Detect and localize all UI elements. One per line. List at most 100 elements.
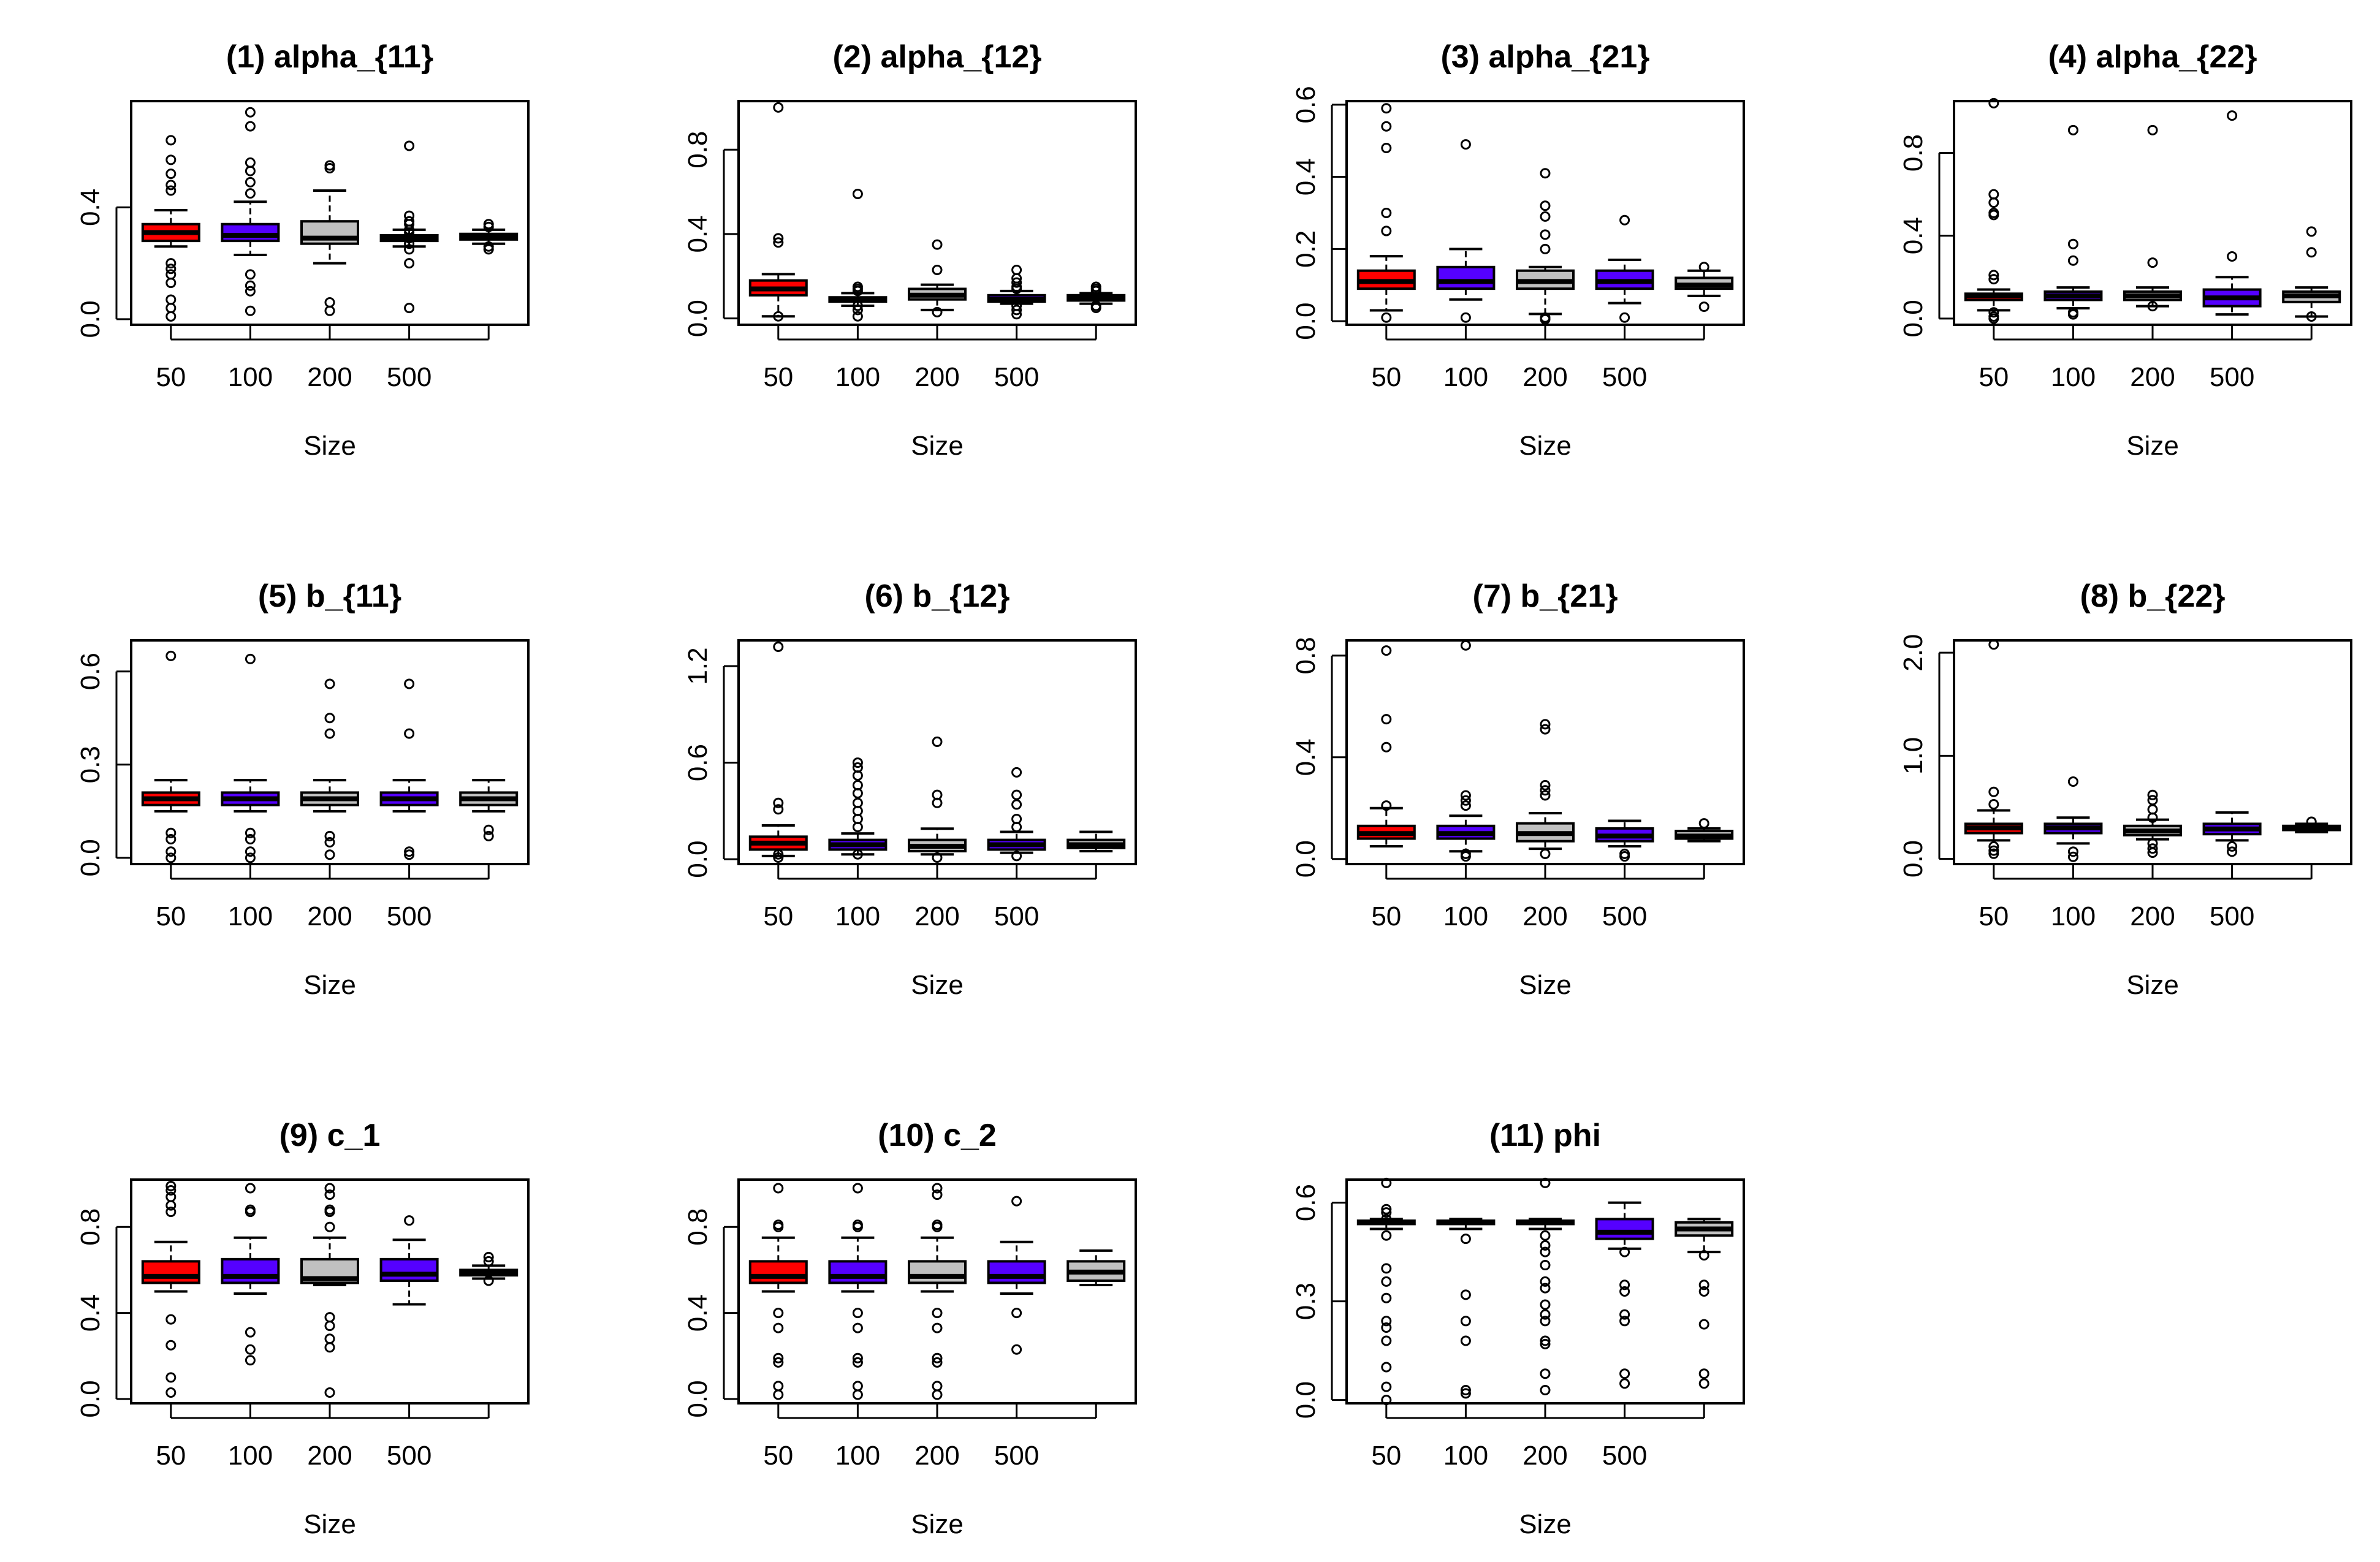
- panel-6-box-1-outlier-4: [773, 852, 784, 863]
- panel-5-box-2-outlier-1: [245, 827, 256, 838]
- panel-1-xticklabel-0: 50: [156, 362, 186, 392]
- panel-9-box-5-outlier-0: [483, 1251, 494, 1262]
- panel-1-box-1-outlier-9: [165, 294, 177, 305]
- panel-1-box-1-outlier-2: [165, 169, 177, 180]
- panel-1-xticklabel-1: 100: [228, 362, 273, 392]
- panel-5: (5) b_{11} 0.0 0.3 0.6 50 100 200 500 Size: [75, 578, 530, 1000]
- panel-3-xticklabel-3: 500: [1602, 362, 1647, 392]
- panel-3-box-4-outlier-0: [1619, 214, 1630, 226]
- panel-6-xlabel: Size: [911, 970, 964, 1000]
- panel-11-box-3-outlier-5: [1540, 1276, 1551, 1287]
- panel-9-box-3-outlier-9: [324, 1387, 335, 1398]
- panel-2-yticklabel-2: 0.8: [683, 131, 713, 169]
- panel-9-box-1-outlier-7: [165, 1372, 177, 1383]
- panel-6-frame: [737, 639, 1137, 865]
- panel-5-box-1-outlier-3: [165, 846, 177, 857]
- panel-4-box-2-outlier-1: [2067, 238, 2078, 249]
- panel-2-box-1-outlier-3: [773, 311, 784, 322]
- panel-11-yticklabel-2: 0.6: [1291, 1184, 1321, 1221]
- panel-2: (2) alpha_{12} 0.0 0.4 0.8 50 100 200 500 Size: [683, 39, 1137, 461]
- panel-4-xlabel: Size: [2126, 431, 2179, 461]
- panel-6: (6) b_{12} 0.0 0.6 1.2 50 100 200 500 Size: [683, 578, 1137, 1000]
- panel-11: (11) phi 0.0 0.3 0.6 50 100 200 500 Size: [1291, 1118, 1745, 1539]
- panel-7-box-3-outlier-5: [1540, 848, 1551, 859]
- panel-5-box-5-outlier-0: [483, 824, 494, 835]
- panel-2-box-4-outlier-2: [1011, 277, 1022, 288]
- panel-3: (3) alpha_{21} 0.0 0.2 0.4 0.6 50 100 200 500 Siz…: [1291, 39, 1745, 461]
- panel-7-box-2-outlier-3: [1460, 800, 1471, 811]
- panel-2-box-4-outlier-6: [1011, 305, 1022, 316]
- panel-3-xticklabel-1: 100: [1443, 362, 1488, 392]
- panel-4-xticklabel-2: 200: [2130, 362, 2175, 392]
- panel-2-xticklabel-0: 50: [763, 362, 793, 392]
- panel-2-xticklabel-2: 200: [914, 362, 959, 392]
- panel-1-title: (1) alpha_{11}: [226, 39, 433, 75]
- panel-11-box-4-outlier-4: [1619, 1316, 1630, 1327]
- panel-6-box-2-outlier-2: [852, 770, 863, 781]
- panel-3-box-5-outlier-1: [1698, 301, 1709, 313]
- panel-6-yticklabel-1: 0.6: [683, 744, 713, 781]
- panel-3-box-1-outlier-0: [1381, 103, 1392, 114]
- panel-9-box-3-outlier-5: [324, 1312, 335, 1323]
- panel-10-box-1-outlier-0: [773, 1183, 784, 1194]
- panel-6-box-2-outlier-4: [852, 787, 863, 798]
- panel-11-xticklabel-1: 100: [1443, 1441, 1488, 1471]
- panel-9-box-5: [459, 1251, 519, 1286]
- panel-1-box-2-outlier-2: [245, 157, 256, 168]
- panel-6-box-2: [828, 757, 888, 860]
- panel-3-yticklabel-1: 0.2: [1291, 230, 1321, 268]
- panel-8-yticklabel-1: 1.0: [1898, 737, 1928, 775]
- panel-4-box-1-outlier-9: [1988, 313, 1999, 324]
- panel-10-box-2-outlier-0: [852, 1183, 863, 1194]
- panel-6-box-4-outlier-0: [1011, 767, 1022, 778]
- panel-11-box-1-outlier-6: [1381, 1276, 1392, 1287]
- panel-10-box-3-outlier-9: [932, 1389, 943, 1400]
- panel-8-box-1-outlier-3: [1988, 841, 1999, 852]
- panel-8-box-3-outlier-5: [2147, 843, 2158, 854]
- panel-2-box-2-outlier-0: [852, 189, 863, 200]
- panel-11-box-4-outlier-0: [1619, 1246, 1630, 1257]
- panel-8-box-5: [2282, 816, 2341, 833]
- panel-1-box-3: [300, 160, 359, 316]
- panel-6-box-1-outlier-1: [773, 797, 784, 808]
- panel-7-box-2-outlier-5: [1460, 851, 1471, 862]
- panel-6-yticklabel-2: 1.2: [683, 647, 713, 684]
- panel-8-box-1-outlier-4: [1988, 845, 1999, 856]
- panel-4-xticklabel-3: 500: [2210, 362, 2254, 392]
- panel-10-box-1-outlier-2: [773, 1221, 784, 1232]
- panel-7-box-4-outlier-1: [1619, 851, 1630, 862]
- panel-10-xticklabel-1: 100: [835, 1441, 880, 1471]
- panel-4-box-1-outlier-4: [1988, 210, 1999, 221]
- panel-11-box-1-outlier-1: [1381, 1204, 1392, 1215]
- panel-8-xticklabel-1: 100: [2051, 901, 2096, 931]
- panel-1-box-4-outlier-8: [404, 244, 415, 255]
- panel-11-xticklabel-0: 50: [1371, 1441, 1401, 1471]
- panel-3-yticklabel-2: 0.4: [1291, 158, 1321, 195]
- panel-8-box-3: [2123, 789, 2182, 858]
- panel-5-xlabel: Size: [303, 970, 356, 1000]
- panel-4-box-5-outlier-2: [2306, 311, 2317, 322]
- panel-10-box-2-outlier-4: [852, 1322, 863, 1333]
- panel-7-xlabel: Size: [1519, 970, 1572, 1000]
- panel-5-yticklabel-0: 0.0: [75, 839, 105, 876]
- panel-1-box-1-outlier-1: [165, 154, 177, 165]
- panel-11-box-3-outlier-12: [1540, 1368, 1551, 1379]
- panel-9: (9) c_1 0.0 0.4 0.8 50 100 200 500 Size: [75, 1118, 530, 1539]
- panel-7-box-1-outlier-2: [1381, 741, 1392, 753]
- panel-8-xticklabel-2: 200: [2130, 901, 2175, 931]
- panel-3-box-1-outlier-2: [1381, 143, 1392, 154]
- panel-3-box-2-outlier-0: [1460, 139, 1471, 150]
- panel-1-box-4-outlier-9: [404, 258, 415, 269]
- panel-1-box-2-outlier-8: [245, 286, 256, 297]
- panel-9-box-3-outlier-8: [324, 1342, 335, 1353]
- panel-11-box-3-outlier-8: [1540, 1309, 1551, 1320]
- panel-2-box-2-outlier-3: [852, 286, 863, 297]
- panel-1-yticklabel-0: 0.0: [75, 300, 105, 338]
- panel-6-box-2-outlier-0: [852, 757, 863, 768]
- panel-6-box-3: [908, 736, 967, 863]
- panel-6-box-2-outlier-8: [852, 822, 863, 833]
- panel-10-box-2-outlier-6: [852, 1357, 863, 1368]
- panel-3-box-4: [1595, 214, 1654, 323]
- panel-9-box-1-outlier-8: [165, 1387, 177, 1398]
- panel-8-box-3-outlier-0: [2147, 789, 2158, 800]
